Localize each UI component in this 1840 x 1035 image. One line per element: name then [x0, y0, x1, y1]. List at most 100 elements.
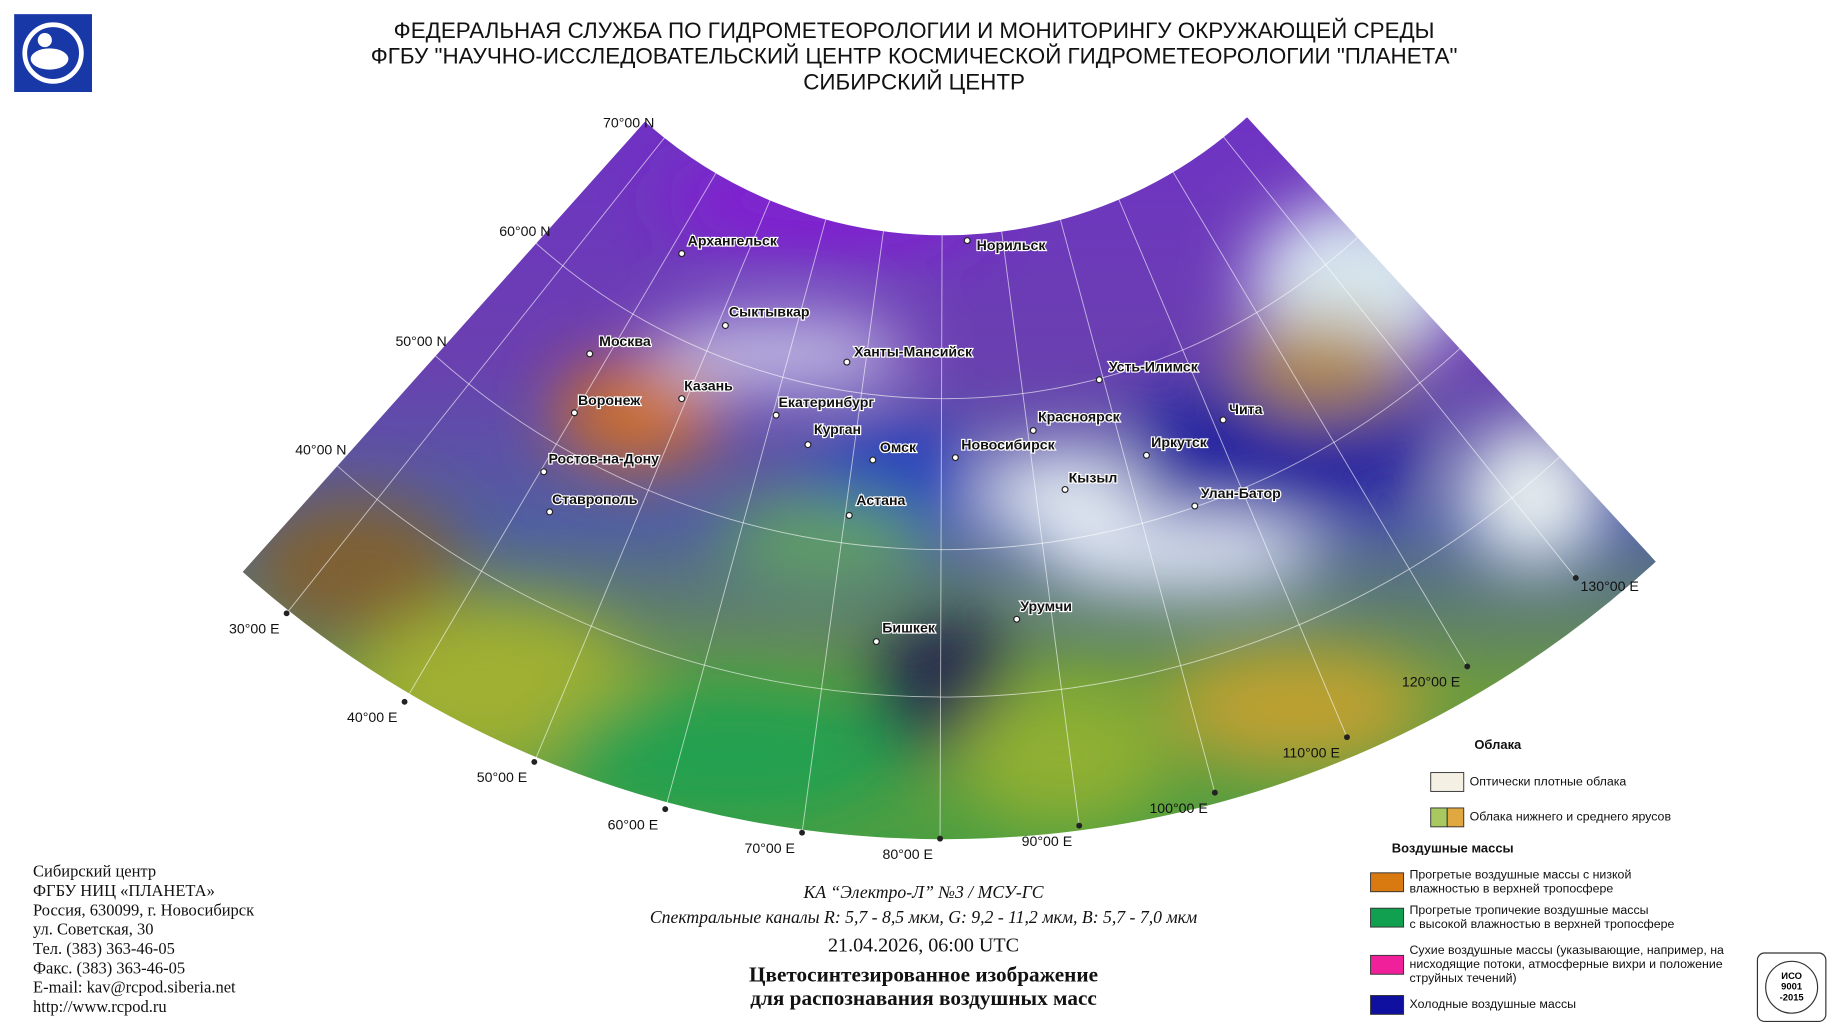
caption-datetime: 21.04.2026, 06:00 UTC [828, 935, 1019, 957]
city-point [843, 358, 851, 366]
legend-text: Облака нижнего и среднего ярусов [1470, 810, 1672, 824]
city-point [570, 409, 578, 417]
legend-text: Холодные воздушные массы [1409, 997, 1576, 1011]
lon-label: 40°00 E [347, 709, 397, 725]
logo [14, 14, 92, 92]
lon-point [1572, 575, 1579, 581]
lat-label: 40°00 N [295, 441, 346, 457]
badge-ring [1765, 960, 1819, 1014]
city-point [540, 468, 548, 476]
city-point [1219, 416, 1227, 424]
caption-channels: Спектральные каналы R: 5,7 - 8,5 мкм, G:… [650, 907, 1197, 927]
contact-line: ФГБУ НИЦ «ПЛАНЕТА» [33, 881, 215, 900]
caption-title: для распознавания воздушных масс [750, 986, 1097, 1010]
meridian [939, 234, 943, 839]
city-point [546, 508, 554, 516]
contact-line: http://www.rcpod.ru [33, 997, 167, 1016]
lat-label: 60°00 N [499, 223, 550, 239]
lat-label: 70°00 N [603, 115, 654, 131]
legend-title: Облака [1474, 737, 1522, 752]
city-label: Казань [684, 378, 733, 394]
contact-line: ул. Советская, 30 [33, 920, 153, 939]
city-point [951, 454, 959, 462]
meridian [1222, 136, 1577, 579]
legend-swatch [1370, 872, 1405, 893]
city-label: Иркутск [1151, 434, 1208, 450]
parallel [535, 236, 1359, 400]
city-point [804, 441, 812, 449]
lon-point [662, 806, 669, 813]
city-point [872, 638, 880, 646]
legend-swatch [1430, 772, 1465, 792]
legend-text: Оптически плотные облака [1470, 774, 1627, 788]
city-label: Новосибирск [961, 437, 1055, 453]
caption-satellite: КА “Электро-Л” №3 / МСУ-ГС [802, 882, 1043, 902]
lon-point [799, 829, 805, 836]
legend-swatch [1430, 807, 1448, 828]
city-point [1095, 376, 1103, 384]
city-point [586, 350, 594, 358]
city-label: Ростов-на-Дону [548, 451, 659, 467]
header-line: ФГБУ "НАУЧНО-ИССЛЕДОВАТЕЛЬСКИЙ ЦЕНТР КОС… [371, 44, 1458, 69]
legend-text: с высокой влажностью в верхней тропосфер… [1409, 917, 1674, 931]
parallel [434, 347, 1461, 551]
lon-label: 80°00 E [882, 846, 932, 862]
legend-text: Сухие воздушные массы (указывающие, напр… [1409, 943, 1724, 957]
legend-text: Прогретые тропичекие воздушные массы [1409, 903, 1648, 917]
city-label: Норильск [977, 237, 1047, 253]
city-point [721, 322, 729, 330]
lon-point [1464, 663, 1471, 670]
legend-swatch [1446, 807, 1465, 828]
caption-title: Цветосинтезированное изображение [749, 962, 1098, 986]
city-point [1013, 615, 1021, 623]
contact-line: Россия, 630099, г. Новосибирск [33, 900, 255, 919]
lon-point [1344, 734, 1350, 741]
city-point [678, 250, 686, 258]
lon-label: 120°00 E [1402, 674, 1460, 690]
city-point [869, 456, 877, 464]
city-label: Воронеж [578, 392, 641, 408]
lon-label: 90°00 E [1022, 833, 1072, 849]
city-label: Омск [880, 439, 917, 455]
meridian [1172, 171, 1468, 667]
legend-swatch [1370, 907, 1405, 928]
city-label: Улан-Батор [1201, 485, 1281, 501]
contact-line: Тел. (383) 363-46-05 [33, 939, 175, 958]
lon-label: 30°00 E [229, 621, 279, 637]
header-line: СИБИРСКИЙ ЦЕНТР [803, 70, 1025, 95]
city-label: Екатеринбург [778, 394, 874, 410]
map-frame [241, 115, 1658, 841]
meridian [801, 230, 884, 833]
meridian [1118, 198, 1348, 738]
lon-point [283, 610, 290, 617]
city-point [1061, 485, 1069, 494]
meridian [533, 199, 771, 763]
meridian [664, 218, 827, 810]
meridian [1001, 230, 1080, 826]
lon-label: 130°00 E [1581, 578, 1639, 594]
city-label: Курган [814, 421, 861, 437]
badge-text: -2015 [1780, 991, 1804, 1002]
legend-title: Воздушные массы [1392, 841, 1514, 856]
contact-line: E-mail: kav@rcpod.siberia.net [33, 978, 236, 997]
city-point [772, 411, 780, 419]
city-point [678, 395, 686, 403]
city-label: Астана [856, 492, 905, 508]
city-label: Ставрополь [552, 491, 638, 507]
badge-text: 9001 [1781, 981, 1802, 992]
badge [1756, 952, 1827, 1023]
legend-swatch [1370, 954, 1405, 975]
city-label: Красноярск [1038, 408, 1121, 424]
city-label: Усть-Илимск [1109, 359, 1199, 375]
header-line: ФЕДЕРАЛЬНАЯ СЛУЖБА ПО ГИДРОМЕТЕОРОЛОГИИ … [394, 18, 1435, 43]
city-point [845, 511, 853, 519]
city-label: Чита [1229, 401, 1263, 417]
city-label: Москва [599, 333, 651, 349]
city-label: Архангельск [688, 233, 778, 249]
meridian [1059, 219, 1216, 793]
legend-swatch [1370, 995, 1405, 1015]
legend-text: влажностью в верхней тропосфере [1409, 882, 1613, 896]
legend-text: Прогретые воздушные массы с низкой [1409, 867, 1631, 881]
city-point [963, 237, 971, 245]
